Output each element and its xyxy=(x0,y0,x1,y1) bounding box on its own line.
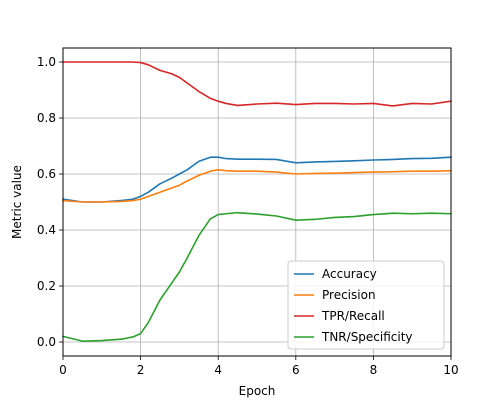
y-axis-title: Metric value xyxy=(10,165,24,239)
series-line-tnr-specificity xyxy=(62,211,452,342)
legend-label: Accuracy xyxy=(322,267,377,281)
x-tick-label: 4 xyxy=(214,363,222,377)
y-tick-label: 1.0 xyxy=(37,55,56,69)
grid-layer xyxy=(62,48,452,356)
x-tick-label: 8 xyxy=(370,363,378,377)
x-tick-label: 6 xyxy=(292,363,300,377)
legend-label: TNR/Specificity xyxy=(321,330,413,344)
y-tick-label: 0.2 xyxy=(37,279,56,293)
x-tick-label: 0 xyxy=(59,363,67,377)
y-tick-label: 0.8 xyxy=(37,111,56,125)
series-line-accuracy xyxy=(62,156,452,203)
y-tick-label: 0.0 xyxy=(37,335,56,349)
x-axis-title: Epoch xyxy=(239,384,276,398)
legend-label: TPR/Recall xyxy=(321,309,385,323)
y-tick-label: 0.6 xyxy=(37,167,56,181)
x-tick-label: 2 xyxy=(137,363,145,377)
x-tick-label: 10 xyxy=(443,363,458,377)
legend-label: Precision xyxy=(322,288,376,302)
legend: Accuracy Precision TPR/Recall TNR/Specifici… xyxy=(287,260,445,350)
plot-frame xyxy=(62,47,452,357)
series-layer xyxy=(62,61,452,342)
legend-box xyxy=(287,260,445,350)
tick-layer: 0 2 4 6 8 10 0.0 0.2 0.4 0.6 0.8 1.0 xyxy=(37,55,459,377)
series-line-precision xyxy=(62,169,452,203)
y-tick-label: 0.4 xyxy=(37,223,56,237)
series-line-tpr-recall xyxy=(62,61,452,107)
